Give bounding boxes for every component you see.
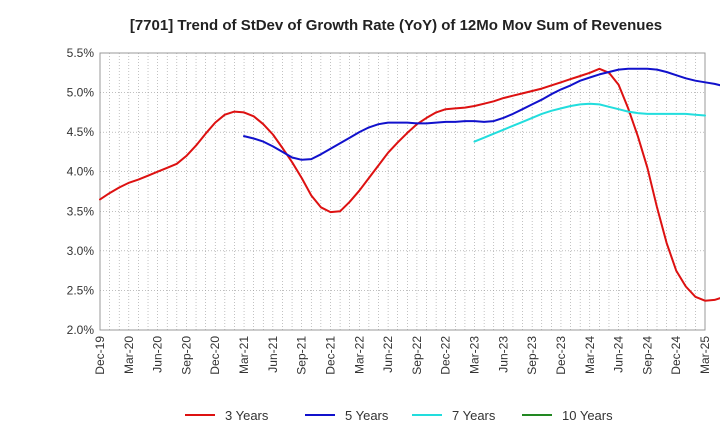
- x-tick-label: Mar-21: [237, 336, 251, 374]
- series-lines: [99, 67, 720, 302]
- x-tick-label: Dec-20: [208, 336, 222, 375]
- x-tick-label: Sep-21: [295, 336, 309, 375]
- x-tick-label: Sep-24: [640, 336, 654, 375]
- x-tick-label: Jun-22: [381, 336, 395, 373]
- y-tick-label: 3.0%: [67, 244, 95, 258]
- y-tick-label: 5.0%: [67, 86, 95, 100]
- y-tick-label: 4.5%: [67, 125, 95, 139]
- x-tick-label: Sep-20: [179, 336, 193, 375]
- y-tick-label: 2.5%: [67, 283, 95, 297]
- x-tick-label: Mar-20: [122, 336, 136, 374]
- legend-label-7-years: 7 Years: [452, 408, 496, 423]
- x-tick-label: Dec-21: [323, 336, 337, 375]
- grid: [99, 52, 706, 331]
- x-tick-label: Sep-22: [410, 336, 424, 375]
- x-tick-label: Dec-19: [93, 336, 107, 375]
- series-line-5-years: [243, 67, 720, 161]
- x-tick-label: Dec-22: [439, 336, 453, 375]
- x-tick-label: Jun-20: [151, 336, 165, 373]
- legend-label-10-years: 10 Years: [562, 408, 613, 423]
- series-line-3-years: [99, 67, 720, 302]
- x-tick-label: Mar-25: [698, 336, 712, 374]
- plot-area: [99, 52, 706, 331]
- x-tick-label: Mar-23: [468, 336, 482, 374]
- legend-label-5-years: 5 Years: [345, 408, 389, 423]
- legend-label-3-years: 3 Years: [225, 408, 269, 423]
- x-tick-label: Dec-23: [554, 336, 568, 375]
- series-line-7-years: [473, 102, 706, 143]
- y-tick-label: 5.5%: [67, 46, 95, 60]
- chart-title: [7701] Trend of StDev of Growth Rate (Yo…: [130, 17, 662, 34]
- y-tick-label: 4.0%: [67, 165, 95, 179]
- x-tick-label: Jun-24: [612, 336, 626, 373]
- x-tick-label: Sep-23: [525, 336, 539, 375]
- x-tick-label: Mar-24: [583, 336, 597, 374]
- x-tick-label: Jun-21: [266, 336, 280, 373]
- y-tick-label: 2.0%: [67, 323, 95, 337]
- x-tick-label: Jun-23: [496, 336, 510, 373]
- axes: 2.0% 2.5% 3.0% 3.5% 4.0% 4.5% 5.0% 5.5% Dec-19 Ma…: [67, 46, 712, 375]
- x-tick-label: Dec-24: [669, 336, 683, 375]
- legend: 3 Years 5 Years 7 Years 10 Years: [185, 408, 613, 423]
- y-tick-label: 3.5%: [67, 204, 95, 218]
- x-tick-label: Mar-22: [352, 336, 366, 374]
